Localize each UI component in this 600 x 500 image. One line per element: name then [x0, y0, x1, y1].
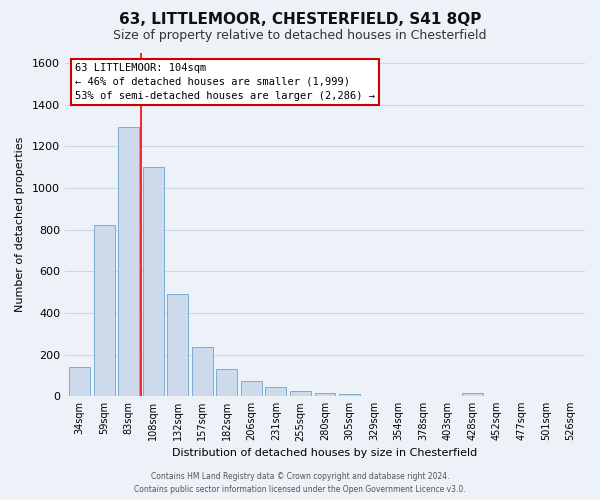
Text: Size of property relative to detached houses in Chesterfield: Size of property relative to detached ho… — [113, 29, 487, 42]
Bar — [217, 369, 237, 396]
Text: Contains HM Land Registry data © Crown copyright and database right 2024.
Contai: Contains HM Land Registry data © Crown c… — [134, 472, 466, 494]
Text: 63, LITTLEMOOR, CHESTERFIELD, S41 8QP: 63, LITTLEMOOR, CHESTERFIELD, S41 8QP — [119, 12, 481, 28]
Bar — [265, 387, 286, 396]
Bar — [290, 391, 311, 396]
Bar — [192, 347, 213, 396]
Bar — [118, 128, 139, 396]
Bar — [462, 393, 482, 396]
Bar — [94, 226, 115, 396]
Y-axis label: Number of detached properties: Number of detached properties — [15, 136, 25, 312]
Text: 63 LITTLEMOOR: 104sqm
← 46% of detached houses are smaller (1,999)
53% of semi-d: 63 LITTLEMOOR: 104sqm ← 46% of detached … — [76, 63, 376, 101]
Bar — [314, 393, 335, 396]
Bar — [241, 380, 262, 396]
Bar — [69, 367, 90, 396]
Bar — [339, 394, 360, 396]
Bar — [167, 294, 188, 396]
X-axis label: Distribution of detached houses by size in Chesterfield: Distribution of detached houses by size … — [172, 448, 478, 458]
Bar — [143, 167, 164, 396]
